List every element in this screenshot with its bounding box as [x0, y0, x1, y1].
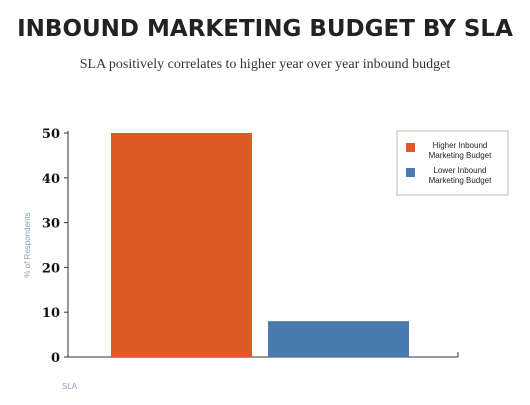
- legend-label: Marketing Budget: [429, 151, 492, 160]
- chart-title: INBOUND MARKETING BUDGET BY SLA: [17, 16, 513, 42]
- y-tick-label: 0: [51, 351, 60, 366]
- y-tick-label: 40: [42, 172, 60, 187]
- bar-higher-budget: [111, 133, 252, 357]
- legend-swatch: [406, 143, 415, 152]
- legend-label: Marketing Budget: [429, 176, 492, 185]
- y-tick-label: 10: [42, 306, 60, 321]
- x-axis-label: SLA: [62, 382, 78, 391]
- y-tick-labels: 0 10 20 30 40 50: [42, 127, 68, 366]
- bar-lower-budget: [268, 321, 409, 357]
- legend-label: Higher Inbound: [433, 141, 488, 150]
- legend-label: Lower Inbound: [434, 166, 487, 175]
- legend-box: [396, 130, 509, 196]
- y-tick-label: 50: [42, 127, 60, 142]
- y-axis-label: % of Respondents: [23, 212, 32, 277]
- y-tick-label: 30: [42, 217, 60, 232]
- legend-swatch: [406, 168, 415, 177]
- y-tick-label: 20: [42, 261, 60, 276]
- chart-subtitle: SLA positively correlates to higher year…: [79, 57, 451, 72]
- bars: [111, 133, 409, 357]
